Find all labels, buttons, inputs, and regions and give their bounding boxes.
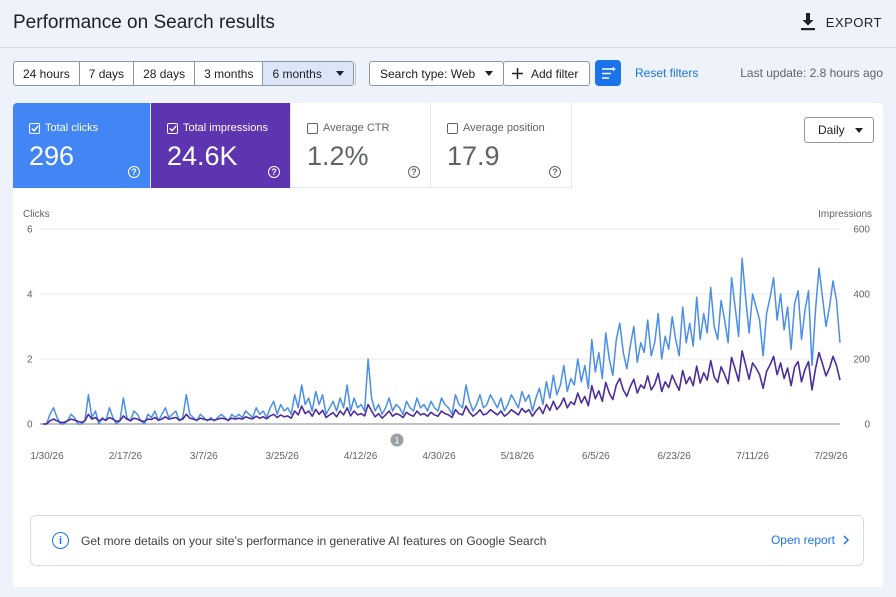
right-tick-label: 600 xyxy=(853,225,870,236)
right-tick-label: 200 xyxy=(853,355,870,366)
left-tick-label: 6 xyxy=(27,225,33,236)
annotation-circle xyxy=(390,433,404,447)
left-axis-title: Clicks xyxy=(23,209,50,220)
open-report-label: Open report xyxy=(770,533,835,547)
header: Performance on Search results EXPORT xyxy=(0,0,896,48)
x-tick-label: 5/18/26 xyxy=(501,451,535,462)
right-tick-label: 400 xyxy=(853,290,870,301)
chevron-down-icon xyxy=(485,71,494,76)
toolbar-divider xyxy=(355,63,356,85)
help-icon[interactable]: ? xyxy=(268,166,280,178)
metric-label: Total impressions xyxy=(183,122,268,134)
checkbox-checked-icon xyxy=(29,122,40,134)
reset-filters-link[interactable]: Reset filters xyxy=(635,66,699,80)
x-tick-label: 4/12/26 xyxy=(344,451,378,462)
metric-average-ctr[interactable]: Average CTR 1.2% ? xyxy=(291,103,431,188)
search-type-label: Search type: Web xyxy=(380,66,476,81)
range-3-months-button[interactable]: 3 months xyxy=(195,62,264,85)
granularity-dropdown[interactable]: Daily xyxy=(804,117,874,143)
metric-label: Average position xyxy=(463,122,545,134)
metric-value: 24.6K xyxy=(167,141,238,171)
info-icon: i xyxy=(52,532,69,549)
page-title: Performance on Search results xyxy=(13,12,275,33)
chevron-right-icon xyxy=(843,535,849,545)
search-type-dropdown[interactable]: Search type: Web xyxy=(369,61,505,86)
chevron-down-icon xyxy=(335,71,344,76)
right-tick-label: 0 xyxy=(864,420,870,431)
plus-icon xyxy=(512,68,523,79)
range-6-months-dropdown[interactable]: 6 months xyxy=(263,62,353,85)
checkbox-checked-icon xyxy=(167,122,178,134)
annotation-label: 1 xyxy=(394,436,399,446)
filter-list-icon xyxy=(601,66,615,79)
chart-grid xyxy=(40,228,840,425)
download-icon xyxy=(800,13,815,31)
open-report-link[interactable]: Open report xyxy=(771,533,849,547)
performance-chart: Clicks Impressions 6 600 4 400 2 200 0 0 1/30/26… xyxy=(23,209,872,463)
help-icon[interactable]: ? xyxy=(549,166,561,178)
metric-total-clicks[interactable]: Total clicks 296 ? xyxy=(13,103,151,188)
right-axis-title: Impressions xyxy=(818,209,872,220)
toolbar: 24 hours 7 days 28 days 3 months 6 month… xyxy=(13,60,883,86)
x-tick-label: 6/5/26 xyxy=(582,451,610,462)
metric-label-row: Total clicks xyxy=(29,122,98,134)
range-24-hours-button[interactable]: 24 hours xyxy=(14,62,80,85)
x-tick-label: 1/30/26 xyxy=(30,451,64,462)
x-tick-label: 4/30/26 xyxy=(422,451,456,462)
chart-ticks: 6 600 4 400 2 200 0 0 1/30/26 2/17/26 3/7/26 3/25/2… xyxy=(27,225,870,463)
metric-total-impressions[interactable]: Total impressions 24.6K ? xyxy=(151,103,291,188)
export-button[interactable]: EXPORT xyxy=(800,13,882,31)
x-tick-label: 7/11/26 xyxy=(736,451,769,462)
help-icon[interactable]: ? xyxy=(408,166,420,178)
metric-label-row: Average CTR xyxy=(307,122,389,134)
metric-value: 296 xyxy=(29,141,75,171)
export-label: EXPORT xyxy=(825,14,882,30)
range-28-days-button[interactable]: 28 days xyxy=(134,62,196,85)
checkbox-unchecked-icon xyxy=(447,122,458,134)
left-tick-label: 0 xyxy=(27,420,33,431)
annotation-marker[interactable]: 1 xyxy=(390,433,404,447)
checkbox-unchecked-icon xyxy=(307,122,318,134)
help-icon[interactable]: ? xyxy=(128,166,140,178)
add-filter-label: Add filter xyxy=(531,66,579,81)
x-tick-label: 6/23/26 xyxy=(658,451,692,462)
series-line-impressions xyxy=(43,350,841,425)
metric-value: 17.9 xyxy=(447,141,500,171)
banner-text: Get more details on your site’s performa… xyxy=(81,534,547,548)
filter-settings-button[interactable] xyxy=(595,60,621,86)
x-tick-label: 7/29/26 xyxy=(814,451,848,462)
range-7-days-button[interactable]: 7 days xyxy=(80,62,135,85)
x-tick-label: 3/25/26 xyxy=(266,451,300,462)
metric-value: 1.2% xyxy=(307,141,369,171)
performance-card: Total clicks 296 ? Total impressions 24.… xyxy=(13,103,883,587)
metric-label-row: Average position xyxy=(447,122,545,134)
date-range-selector: 24 hours 7 days 28 days 3 months 6 month… xyxy=(13,61,354,86)
last-update-text: Last update: 2.8 hours ago xyxy=(740,66,883,80)
series-line-clicks xyxy=(43,257,841,425)
ai-features-banner: i Get more details on your site’s perfor… xyxy=(30,515,864,566)
left-tick-label: 4 xyxy=(27,290,33,301)
metric-average-position[interactable]: Average position 17.9 ? xyxy=(431,103,572,188)
range-6-months-label: 6 months xyxy=(272,66,322,81)
chevron-down-icon xyxy=(855,128,863,133)
granularity-label: Daily xyxy=(818,123,845,137)
chart-lines xyxy=(43,257,841,425)
metric-label: Average CTR xyxy=(323,122,390,134)
left-tick-label: 2 xyxy=(27,355,33,366)
x-tick-label: 2/17/26 xyxy=(109,451,143,462)
add-filter-button[interactable]: Add filter xyxy=(503,61,591,86)
x-tick-label: 3/7/26 xyxy=(190,451,218,462)
metric-label-row: Total impressions xyxy=(167,122,268,134)
metric-label: Total clicks xyxy=(45,122,99,134)
